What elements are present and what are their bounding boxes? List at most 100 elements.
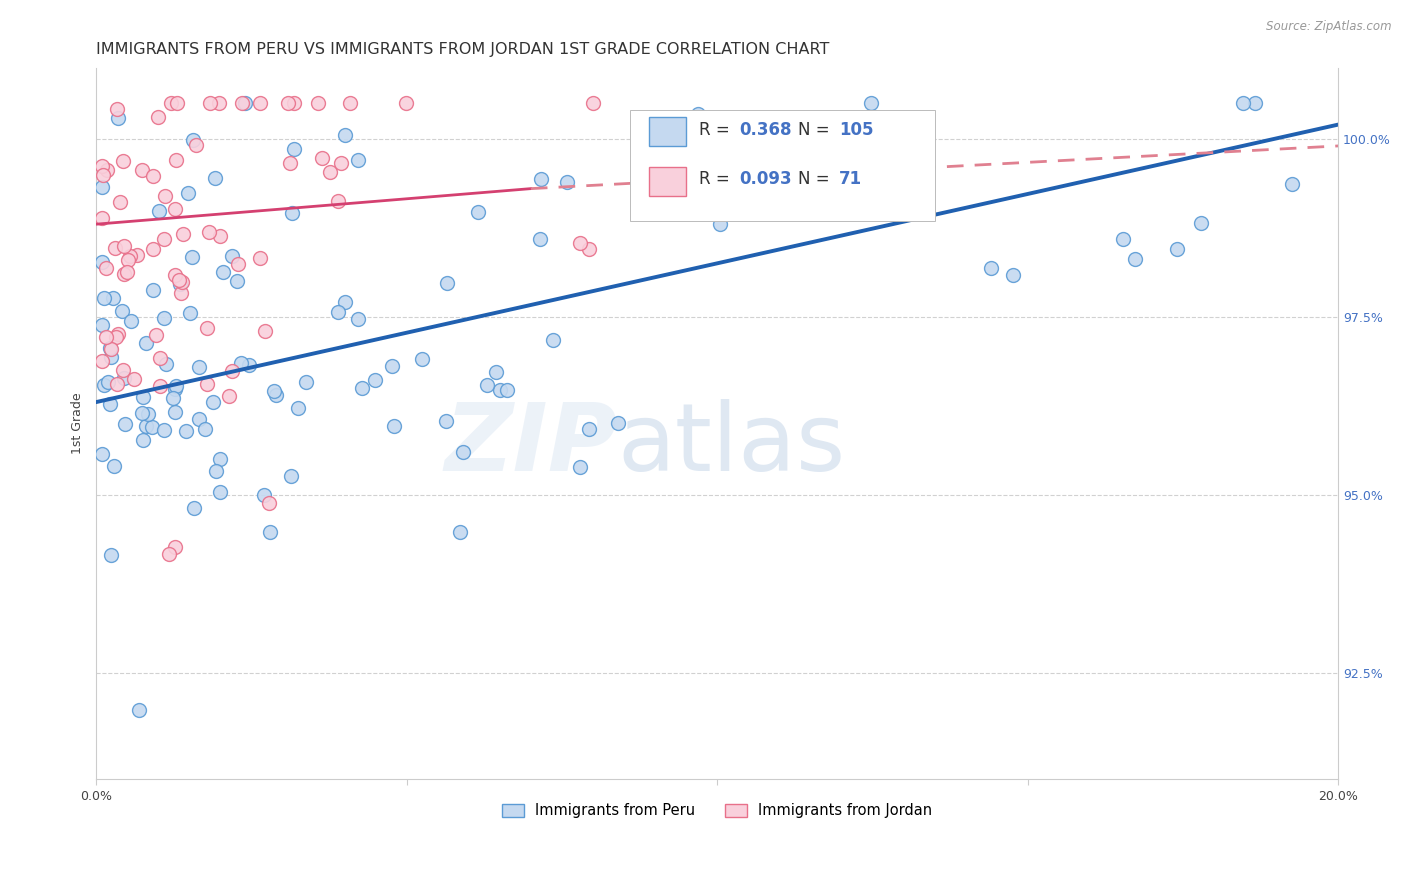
Point — [145, 328, 167, 343]
Text: 71: 71 — [839, 170, 862, 188]
Point — [578, 242, 600, 256]
Point — [107, 111, 129, 125]
Point — [100, 350, 122, 364]
Point — [112, 363, 135, 377]
Point — [100, 548, 122, 562]
Point — [434, 414, 457, 428]
Point — [582, 96, 605, 111]
Point — [568, 236, 591, 251]
Point — [97, 376, 120, 390]
Point — [172, 275, 194, 289]
Point — [180, 250, 202, 264]
Point — [187, 360, 209, 375]
Point — [91, 447, 114, 461]
Point — [96, 330, 118, 344]
Point — [266, 388, 288, 402]
Point — [283, 142, 305, 156]
Point — [166, 96, 188, 111]
Point — [165, 202, 187, 217]
Point — [253, 324, 276, 338]
Point — [488, 383, 510, 397]
Point — [148, 351, 170, 365]
Point — [569, 460, 592, 475]
Point — [1166, 242, 1188, 256]
Point — [381, 359, 404, 373]
Point — [263, 384, 285, 398]
Point — [295, 375, 318, 389]
Point — [136, 407, 159, 421]
Point — [153, 232, 176, 246]
Text: R =: R = — [699, 170, 734, 188]
Point — [135, 419, 157, 434]
Y-axis label: 1st Grade: 1st Grade — [72, 392, 84, 454]
Point — [91, 168, 114, 182]
Point — [188, 411, 211, 425]
Point — [195, 321, 218, 335]
Point — [132, 433, 155, 447]
Point — [204, 170, 226, 185]
Point — [326, 194, 349, 209]
Point — [91, 255, 114, 269]
Point — [724, 191, 747, 205]
Point — [382, 419, 405, 434]
Point — [253, 487, 276, 501]
Text: N =: N = — [797, 170, 835, 188]
Point — [249, 96, 271, 111]
Point — [91, 354, 114, 368]
Point — [108, 195, 131, 210]
Point — [155, 357, 177, 371]
Point — [1112, 232, 1135, 246]
Point — [142, 169, 165, 183]
Point — [208, 451, 231, 466]
Point — [195, 377, 218, 392]
Point — [688, 107, 710, 121]
Point — [1123, 252, 1146, 266]
Point — [333, 294, 356, 309]
Point — [104, 329, 127, 343]
Point — [103, 241, 125, 255]
Point — [105, 102, 128, 116]
Point — [307, 96, 329, 111]
Point — [91, 159, 114, 173]
Point — [165, 268, 187, 282]
Point — [93, 291, 115, 305]
Point — [112, 371, 135, 385]
Point — [1281, 177, 1303, 191]
Point — [339, 96, 361, 111]
Point — [495, 384, 517, 398]
Point — [449, 524, 471, 539]
Point — [157, 547, 180, 561]
Point — [557, 175, 579, 189]
Point — [485, 365, 508, 379]
Point — [346, 153, 368, 167]
Point — [122, 372, 145, 386]
Point — [208, 229, 231, 244]
Point — [606, 416, 628, 430]
Point — [172, 227, 194, 241]
Point — [165, 153, 187, 167]
Point — [980, 260, 1002, 275]
Point — [530, 172, 553, 186]
Text: atlas: atlas — [617, 399, 846, 491]
Point — [141, 283, 163, 297]
Point — [1001, 268, 1024, 282]
Point — [93, 377, 115, 392]
Point — [578, 421, 600, 435]
Point — [184, 137, 207, 152]
Point — [118, 249, 141, 263]
Point — [221, 364, 243, 378]
Point — [96, 162, 118, 177]
Point — [208, 96, 231, 111]
Point — [281, 206, 304, 220]
Point — [329, 156, 352, 170]
Point — [98, 342, 121, 356]
Point — [174, 424, 197, 438]
Point — [128, 704, 150, 718]
Point — [132, 390, 155, 404]
Point — [257, 496, 280, 510]
Point — [225, 275, 247, 289]
Point — [163, 405, 186, 419]
Point — [347, 312, 370, 326]
Point — [125, 248, 148, 262]
Point — [120, 314, 142, 328]
